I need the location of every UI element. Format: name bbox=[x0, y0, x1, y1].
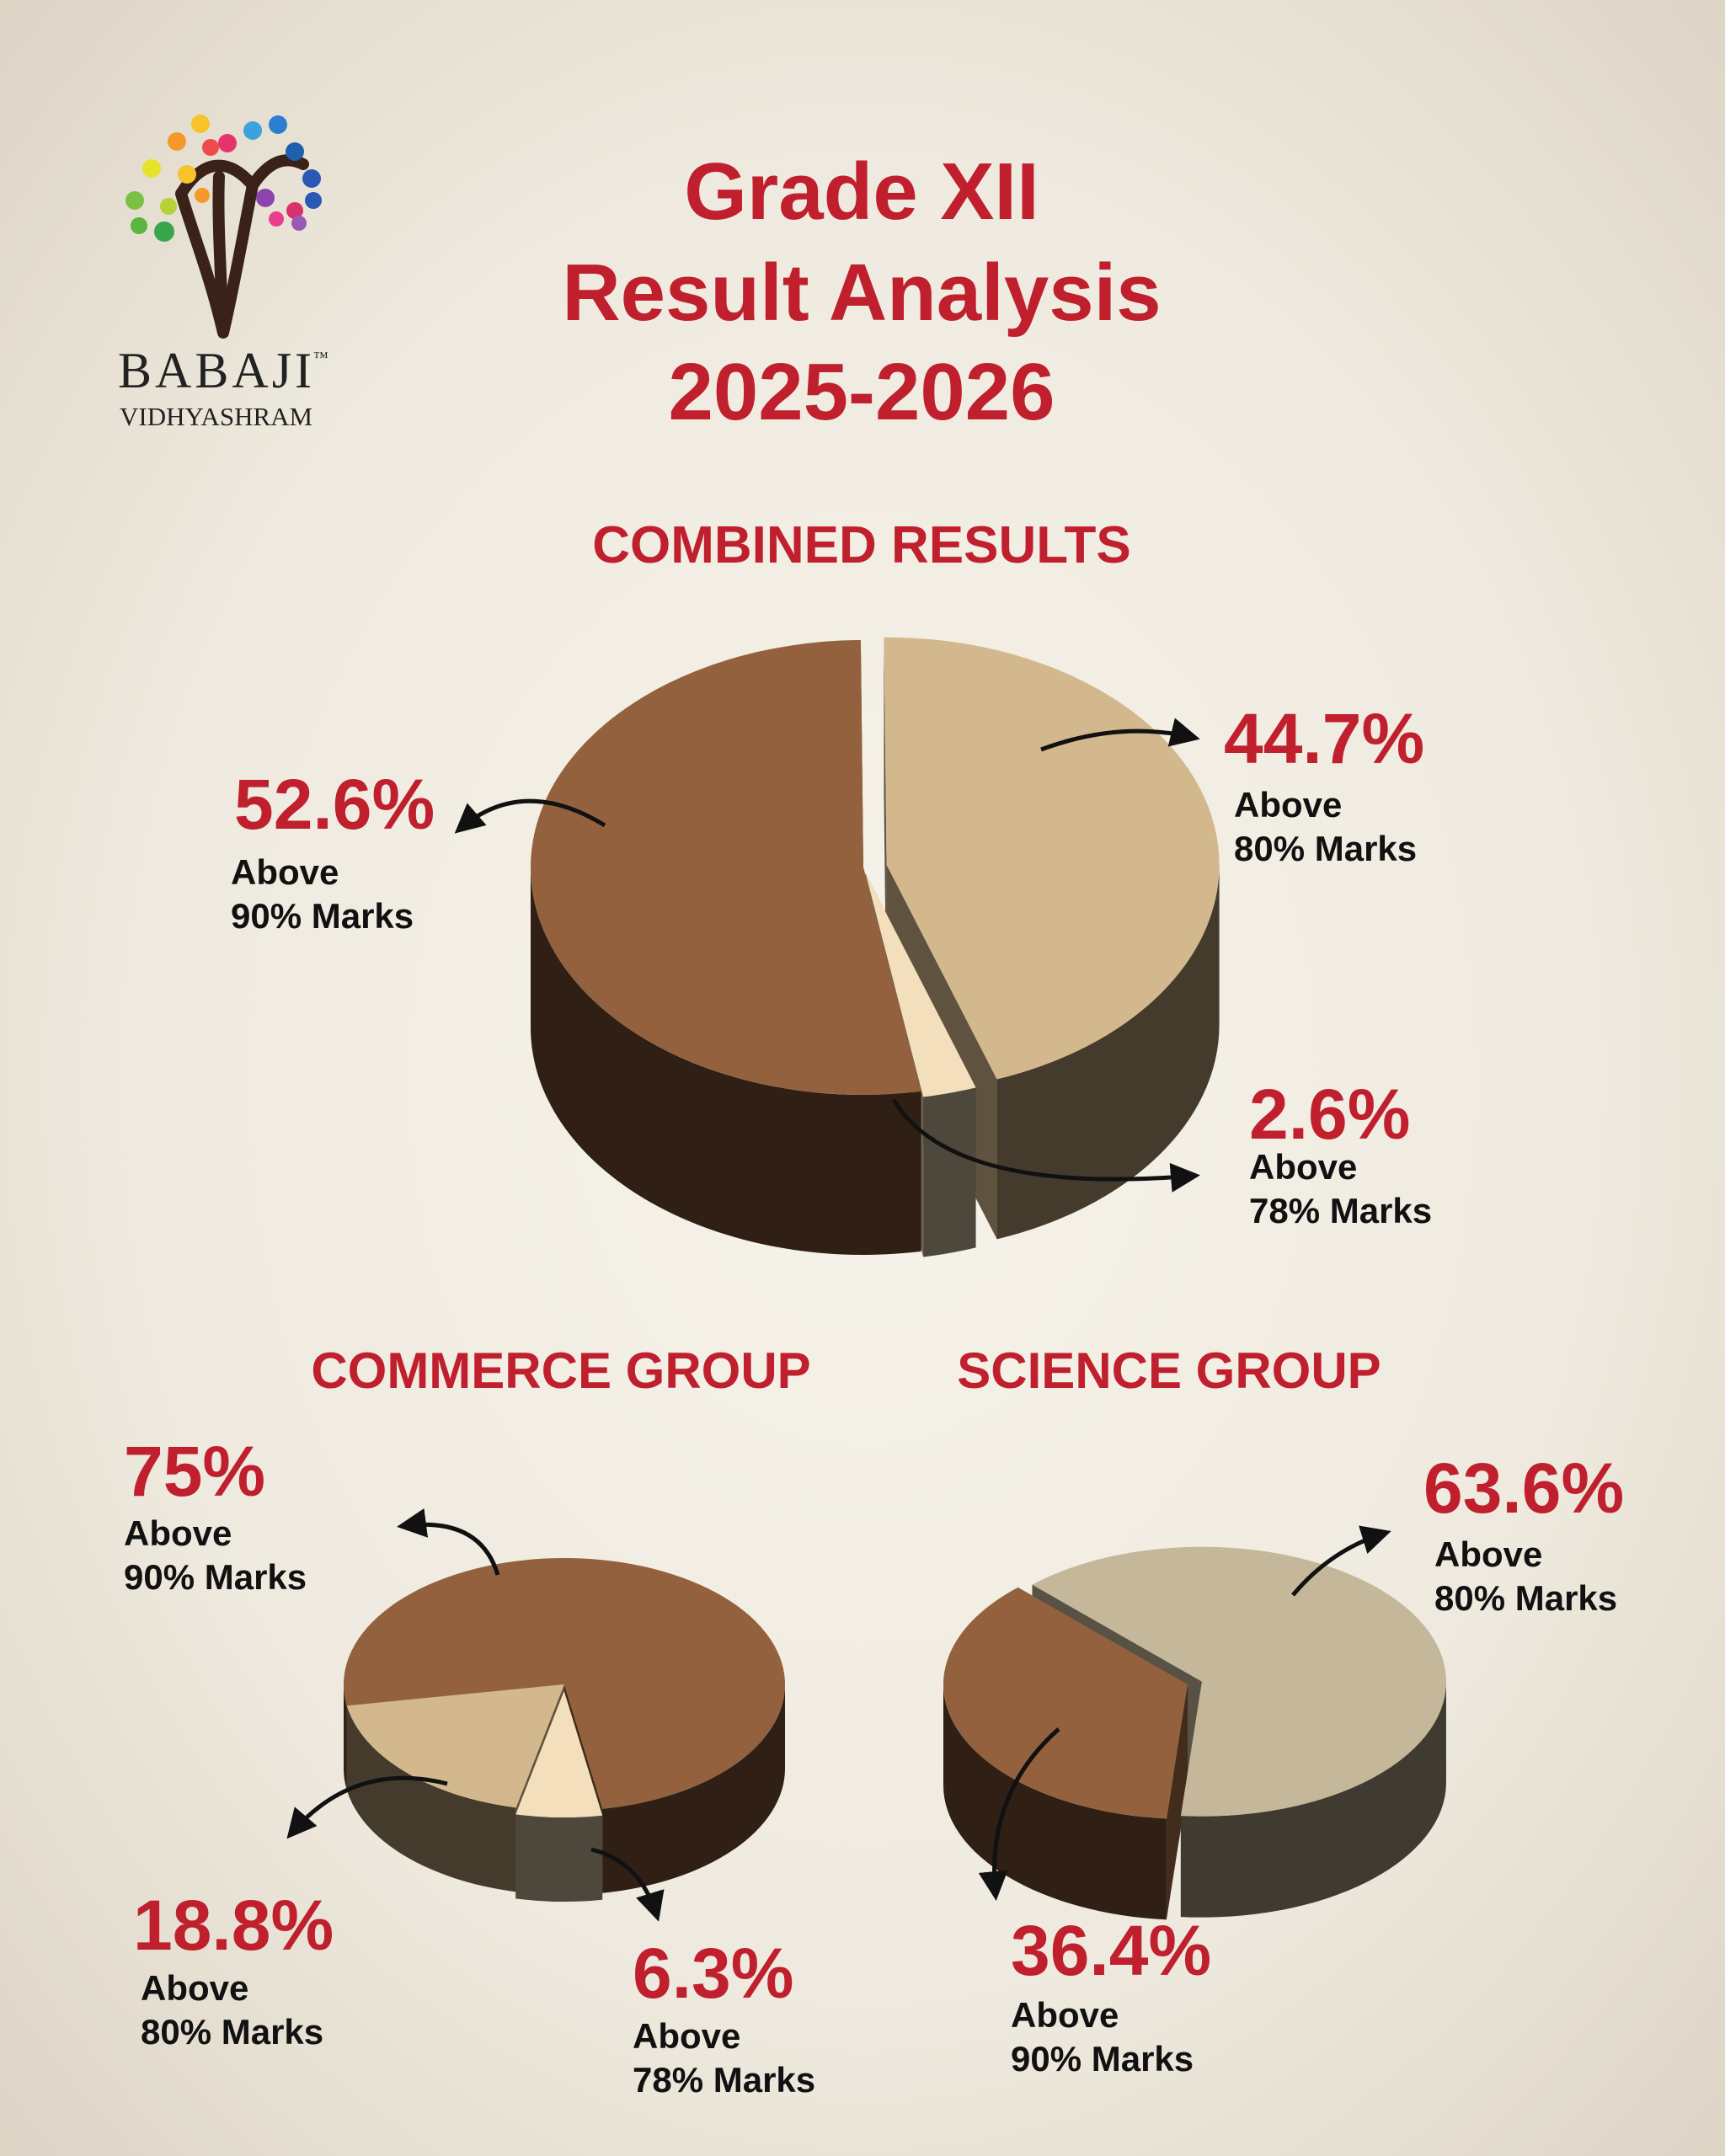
category-label: Above 90% Marks bbox=[124, 1513, 307, 1597]
logo-subtitle: VIDHYASHRAM bbox=[120, 402, 312, 431]
logo-mark: ™ bbox=[313, 349, 328, 366]
slice bbox=[530, 640, 921, 1095]
arrow bbox=[590, 1847, 665, 1922]
logo-dots bbox=[126, 115, 322, 242]
pie bbox=[943, 1546, 1446, 1920]
slice-side bbox=[923, 1087, 976, 1257]
slice bbox=[865, 873, 976, 1097]
value-label: 44.7% bbox=[1224, 699, 1425, 778]
slice-side bbox=[602, 1684, 785, 1893]
value-label: 18.8% bbox=[133, 1886, 334, 1965]
pie bbox=[530, 637, 1220, 1257]
slice-side bbox=[1180, 1681, 1446, 1918]
slice bbox=[344, 1558, 785, 1809]
arrow bbox=[1040, 718, 1200, 752]
slice bbox=[515, 1691, 603, 1818]
arrow bbox=[397, 1508, 500, 1576]
pies: COMBINED RESULTS COMMERCE GROUP SCIENCE GR… bbox=[311, 516, 1446, 1920]
arrow bbox=[1291, 1525, 1391, 1597]
slice bbox=[1032, 1546, 1446, 1817]
arrows bbox=[286, 718, 1391, 1922]
category-label: Above 78% Marks bbox=[633, 2016, 816, 2100]
slice-side bbox=[943, 1684, 1167, 1920]
arrow bbox=[286, 1775, 448, 1839]
slice bbox=[884, 637, 1220, 1080]
category-label: Above 80% Marks bbox=[1434, 1534, 1618, 1618]
category-label: Above 90% Marks bbox=[231, 852, 414, 936]
logo: BABAJI ™ VIDHYASHRAM bbox=[118, 115, 328, 431]
chart-title: COMBINED RESULTS bbox=[592, 516, 1131, 574]
value-label: 2.6% bbox=[1249, 1075, 1411, 1154]
chart-title: SCIENCE GROUP bbox=[957, 1342, 1381, 1399]
slice bbox=[346, 1684, 564, 1808]
logo-name: BABAJI bbox=[118, 343, 315, 398]
chart-title: COMMERCE GROUP bbox=[311, 1342, 810, 1399]
category-label: Above 78% Marks bbox=[1249, 1147, 1433, 1230]
category-label: Above 80% Marks bbox=[1234, 785, 1418, 868]
slice bbox=[943, 1587, 1188, 1819]
title-line: Result Analysis bbox=[562, 248, 1161, 338]
value-label: 36.4% bbox=[1011, 1911, 1212, 1990]
value-label: 75% bbox=[124, 1432, 266, 1511]
category-label: Above 90% Marks bbox=[1011, 1995, 1194, 2079]
value-label: 6.3% bbox=[633, 1934, 794, 2013]
slice-side bbox=[515, 1814, 603, 1903]
value-label: 52.6% bbox=[234, 765, 435, 844]
arrow bbox=[454, 798, 606, 834]
slice-side bbox=[996, 864, 1220, 1240]
title-line: Grade XII bbox=[684, 147, 1039, 237]
slice-side bbox=[344, 1684, 347, 1790]
value-label: 63.6% bbox=[1423, 1449, 1625, 1528]
arrow bbox=[891, 1098, 1200, 1193]
slice-side bbox=[531, 867, 921, 1255]
title-line: 2025-2026 bbox=[668, 347, 1055, 437]
pie bbox=[344, 1558, 785, 1903]
arrow bbox=[978, 1727, 1060, 1901]
category-label: Above 80% Marks bbox=[141, 1968, 324, 2052]
slice-side bbox=[346, 1705, 516, 1892]
